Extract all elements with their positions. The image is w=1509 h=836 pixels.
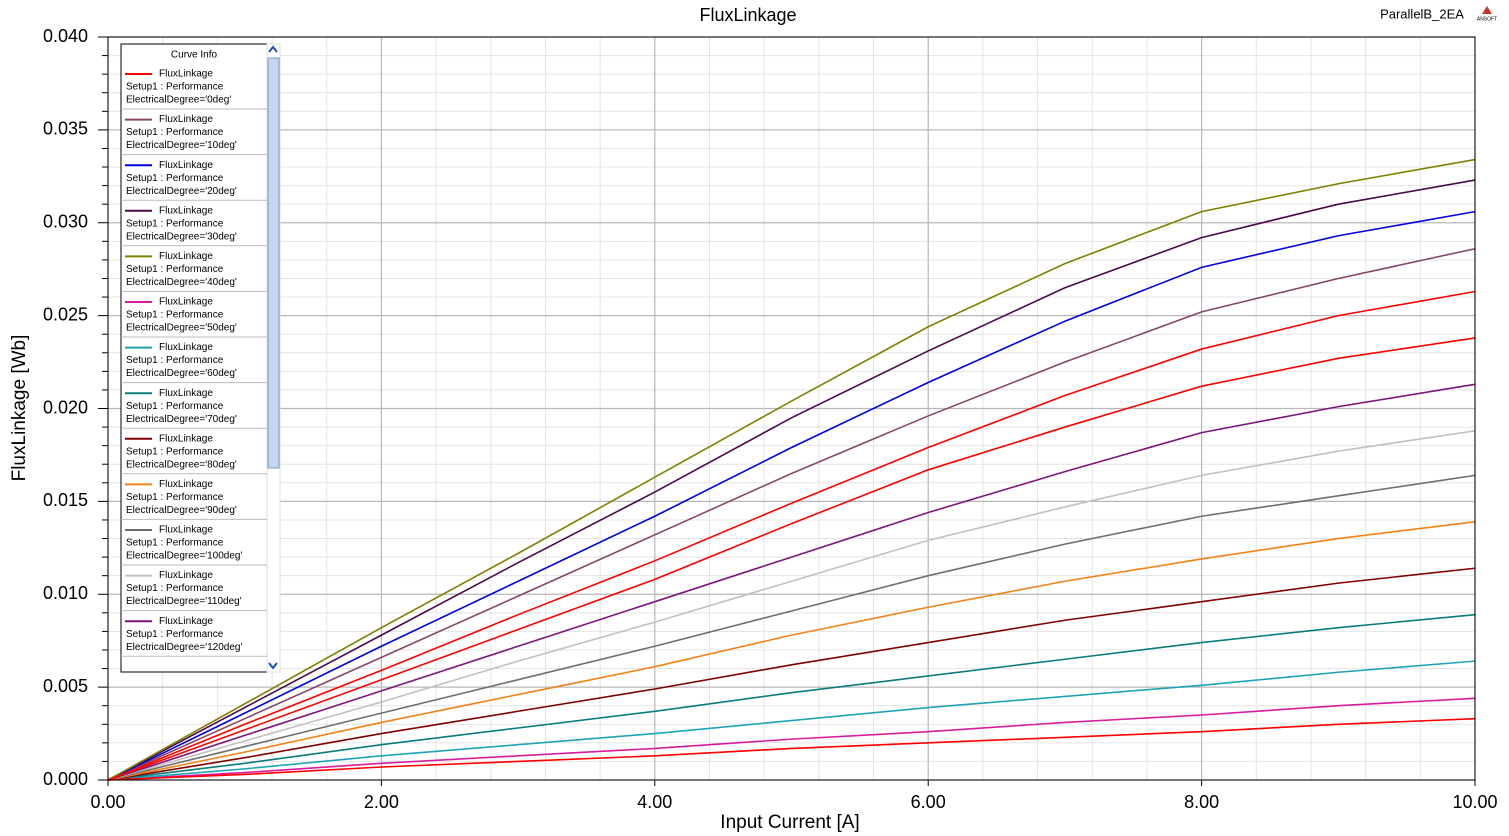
legend-setup: Setup1 : Performance xyxy=(126,82,224,93)
x-tick-label: 10.00 xyxy=(1452,792,1497,812)
legend-variation: ElectricalDegree='40deg' xyxy=(126,277,237,288)
legend-name: FluxLinkage xyxy=(159,388,213,399)
legend-setup: Setup1 : Performance xyxy=(126,264,224,275)
logo: ANSOFT xyxy=(1477,16,1497,22)
y-tick-label: 0.020 xyxy=(43,397,88,417)
legend-variation: ElectricalDegree='0deg' xyxy=(126,95,231,106)
legend-name: FluxLinkage xyxy=(159,160,213,171)
x-axis-label: Input Current [A] xyxy=(720,812,859,833)
legend-variation: ElectricalDegree='50deg' xyxy=(126,323,237,334)
legend-setup: Setup1 : Performance xyxy=(126,173,224,184)
series-line xyxy=(107,521,1476,781)
series-line xyxy=(107,179,1476,781)
legend-title: Curve Info xyxy=(171,50,218,61)
y-tick-label: 0.005 xyxy=(43,676,88,696)
y-tick-label: 0.000 xyxy=(43,769,88,789)
legend-variation: ElectricalDegree='30deg' xyxy=(126,231,237,242)
legend-variation: ElectricalDegree='120deg' xyxy=(126,642,242,653)
legend: Curve Info FluxLinkage Setup1 : Performan… xyxy=(120,43,281,673)
legend-variation: ElectricalDegree='110deg' xyxy=(126,596,242,607)
y-tick-label: 0.015 xyxy=(43,490,88,510)
legend-name: FluxLinkage xyxy=(159,433,213,444)
series-line xyxy=(107,210,1476,781)
series-line xyxy=(107,567,1476,781)
legend-scroll-down[interactable] xyxy=(268,662,278,670)
legend-setup: Setup1 : Performance xyxy=(126,401,224,412)
legend-variation: ElectricalDegree='10deg' xyxy=(126,140,237,151)
legend-setup: Setup1 : Performance xyxy=(126,310,224,321)
legend-setup: Setup1 : Performance xyxy=(126,355,224,366)
legend-setup: Setup1 : Performance xyxy=(126,629,224,640)
plot-frame xyxy=(107,36,1476,781)
legend-name: FluxLinkage xyxy=(159,205,213,216)
y-tick-label: 0.010 xyxy=(43,583,88,603)
legend-name: FluxLinkage xyxy=(159,570,213,581)
series-line xyxy=(107,337,1476,781)
series-line xyxy=(107,158,1476,781)
y-axis-label: FluxLinkage [Wb] xyxy=(9,335,30,482)
series-line xyxy=(107,660,1476,781)
legend-variation: ElectricalDegree='70deg' xyxy=(126,414,237,425)
legend-variation: ElectricalDegree='60deg' xyxy=(126,368,237,379)
series-line xyxy=(107,613,1476,781)
series-line xyxy=(107,697,1476,781)
series-line xyxy=(107,290,1476,781)
legend-name: FluxLinkage xyxy=(159,479,213,490)
y-tick-label: 0.030 xyxy=(43,212,88,232)
legend-name: FluxLinkage xyxy=(159,342,213,353)
x-tick-label: 4.00 xyxy=(637,792,672,812)
x-tick-label: 0.00 xyxy=(90,792,125,812)
legend-setup: Setup1 : Performance xyxy=(126,218,224,229)
y-tick-label: 0.040 xyxy=(43,26,88,46)
legend-name: FluxLinkage xyxy=(159,616,213,627)
legend-setup: Setup1 : Performance xyxy=(126,127,224,138)
legend-name: FluxLinkage xyxy=(159,297,213,308)
series-line xyxy=(107,474,1476,781)
y-tick-label: 0.025 xyxy=(43,304,88,324)
x-tick-label: 6.00 xyxy=(911,792,946,812)
plot-lines xyxy=(107,158,1476,781)
y-tick-label: 0.035 xyxy=(43,119,88,139)
legend-setup: Setup1 : Performance xyxy=(126,583,224,594)
legend-variation: ElectricalDegree='100deg' xyxy=(126,551,242,562)
legend-setup: Setup1 : Performance xyxy=(126,492,224,503)
legend-scroll-up[interactable] xyxy=(268,45,278,53)
logo-icon xyxy=(1482,6,1492,14)
series-line xyxy=(107,429,1476,781)
x-tick-label: 2.00 xyxy=(364,792,399,812)
legend-scroll-thumb[interactable] xyxy=(267,57,280,469)
series-line xyxy=(107,247,1476,781)
legend-name: FluxLinkage xyxy=(159,525,213,536)
design-name: ParallelB_2EA xyxy=(1380,6,1464,21)
legend-setup: Setup1 : Performance xyxy=(126,538,224,549)
series-line xyxy=(107,717,1476,781)
legend-setup: Setup1 : Performance xyxy=(126,446,224,457)
legend-name: FluxLinkage xyxy=(159,251,213,262)
legend-variation: ElectricalDegree='80deg' xyxy=(126,459,237,470)
x-tick-label: 8.00 xyxy=(1184,792,1219,812)
legend-name: FluxLinkage xyxy=(159,69,213,80)
series-line xyxy=(107,383,1476,781)
legend-variation: ElectricalDegree='20deg' xyxy=(126,186,237,197)
legend-name: FluxLinkage xyxy=(159,114,213,125)
legend-variation: ElectricalDegree='90deg' xyxy=(126,505,237,516)
chart-title: FluxLinkage xyxy=(699,5,796,25)
